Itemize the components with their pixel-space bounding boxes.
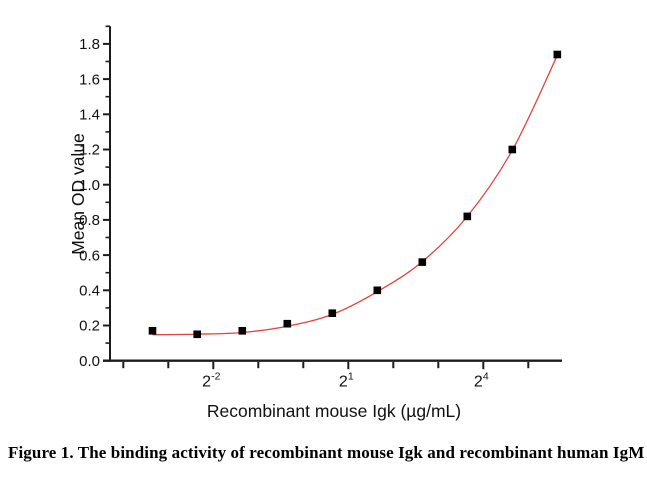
data-point	[418, 258, 427, 266]
y-tick-label: 1.0	[79, 177, 100, 194]
data-point	[373, 286, 382, 295]
y-tick-label: 0.8	[79, 212, 100, 229]
data-point	[238, 327, 247, 335]
y-tick-label: 1.4	[79, 107, 100, 124]
y-tick-label: 0.0	[79, 353, 100, 370]
y-tick-label: 1.6	[79, 71, 100, 88]
data-point	[463, 212, 472, 221]
data-point	[553, 50, 562, 59]
data-point	[148, 327, 157, 335]
x-axis-title: Recombinant mouse Igk (µg/mL)	[207, 401, 461, 421]
x-tick-label: 24	[474, 371, 489, 391]
y-tick-label: 1.2	[79, 142, 100, 159]
y-tick-label: 1.8	[79, 36, 100, 53]
data-point	[508, 145, 517, 154]
fit-curve	[152, 55, 558, 336]
figure-caption: Figure 1. The binding activity of recomb…	[8, 443, 645, 462]
binding-activity-chart: 0.0 0.2 0.4 0.6 0.8 1.0 1.2 1.4 1.6 1.8 2-2 21 24 Mea…	[68, 25, 562, 421]
y-axis-title: Mean OD value	[68, 133, 88, 255]
data-point	[193, 330, 201, 339]
data-point	[328, 309, 337, 317]
x-tick-label: 2-2	[202, 371, 220, 391]
y-tick-label: 0.4	[79, 283, 100, 300]
y-tick-label: 0.2	[79, 318, 100, 335]
data-point	[283, 319, 292, 328]
y-tick-label: 0.6	[79, 247, 100, 264]
x-tick-label: 21	[339, 371, 354, 391]
